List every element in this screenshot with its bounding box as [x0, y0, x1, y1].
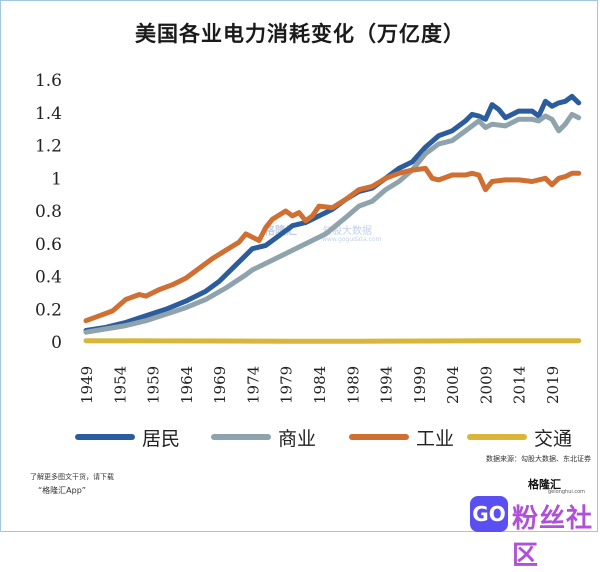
legend-label: 工业 — [416, 428, 454, 450]
promo-app-name: “格隆汇App” — [38, 486, 86, 495]
legend-label: 商业 — [278, 428, 316, 450]
x-tick-label: 1949 — [78, 366, 96, 404]
y-tick-label: 0.6 — [35, 235, 62, 255]
series-line — [83, 111, 582, 335]
y-tick-label: 0.2 — [35, 300, 62, 320]
x-tick-label: 2004 — [444, 366, 462, 404]
legend-label: 居民 — [142, 428, 180, 450]
y-tick-label: 1.2 — [35, 137, 62, 157]
x-tick-label: 2019 — [544, 366, 562, 404]
x-tick-label: 2014 — [511, 366, 529, 404]
y-tick-label: 0.4 — [35, 268, 62, 288]
series-line — [83, 338, 582, 344]
x-tick-label: 1959 — [145, 366, 163, 404]
y-tick-label: 0.8 — [35, 202, 62, 222]
chart-title: 美国各业电力消耗变化（万亿度） — [135, 22, 465, 46]
x-tick-label: 1969 — [211, 366, 229, 404]
watermark-subtitle: 勾股大数据 — [322, 226, 372, 237]
line-chart: 0 0.2 0.4 0.6 0.8 1 1.2 1.4 1.6 1949 1954 1959 1964 1… — [35, 71, 582, 450]
x-tick-label: 1989 — [344, 366, 362, 404]
x-tick-label: 1979 — [278, 366, 296, 404]
x-tick-label: 1984 — [311, 366, 329, 404]
series-line — [83, 93, 582, 333]
legend-label: 交通 — [534, 428, 572, 450]
y-tick-label: 0 — [51, 333, 62, 353]
watermark-url: www.gogudata.com — [322, 236, 382, 243]
data-source: 数据来源：勾股大数据、东北证券 — [486, 455, 591, 463]
x-tick-label: 1974 — [244, 366, 262, 404]
y-tick-label: 1 — [51, 169, 62, 189]
brand-logo: 格隆汇 — [528, 478, 561, 491]
x-tick-label: 1964 — [178, 366, 196, 404]
forum-text: 粉丝社区 — [512, 504, 594, 571]
promo-line: 了解更多图文干货，请下载 — [30, 473, 114, 481]
y-tick-label: 1.6 — [35, 71, 62, 91]
chart-frame — [0, 0, 598, 532]
x-tick-label: 1954 — [111, 366, 129, 404]
forum-badge: GO 粉丝社区 — [470, 496, 598, 571]
forum-icon: GO — [470, 496, 508, 532]
brand-url: gelonghui.com — [548, 489, 586, 495]
y-tick-label: 1.4 — [35, 104, 62, 124]
x-tick-label: 1999 — [411, 366, 429, 404]
x-tick-label: 1994 — [378, 366, 396, 404]
series-line — [83, 165, 582, 324]
footer-promo: 了解更多图文干货，请下载 “格隆汇App” — [30, 471, 114, 497]
x-tick-label: 2009 — [477, 366, 495, 404]
